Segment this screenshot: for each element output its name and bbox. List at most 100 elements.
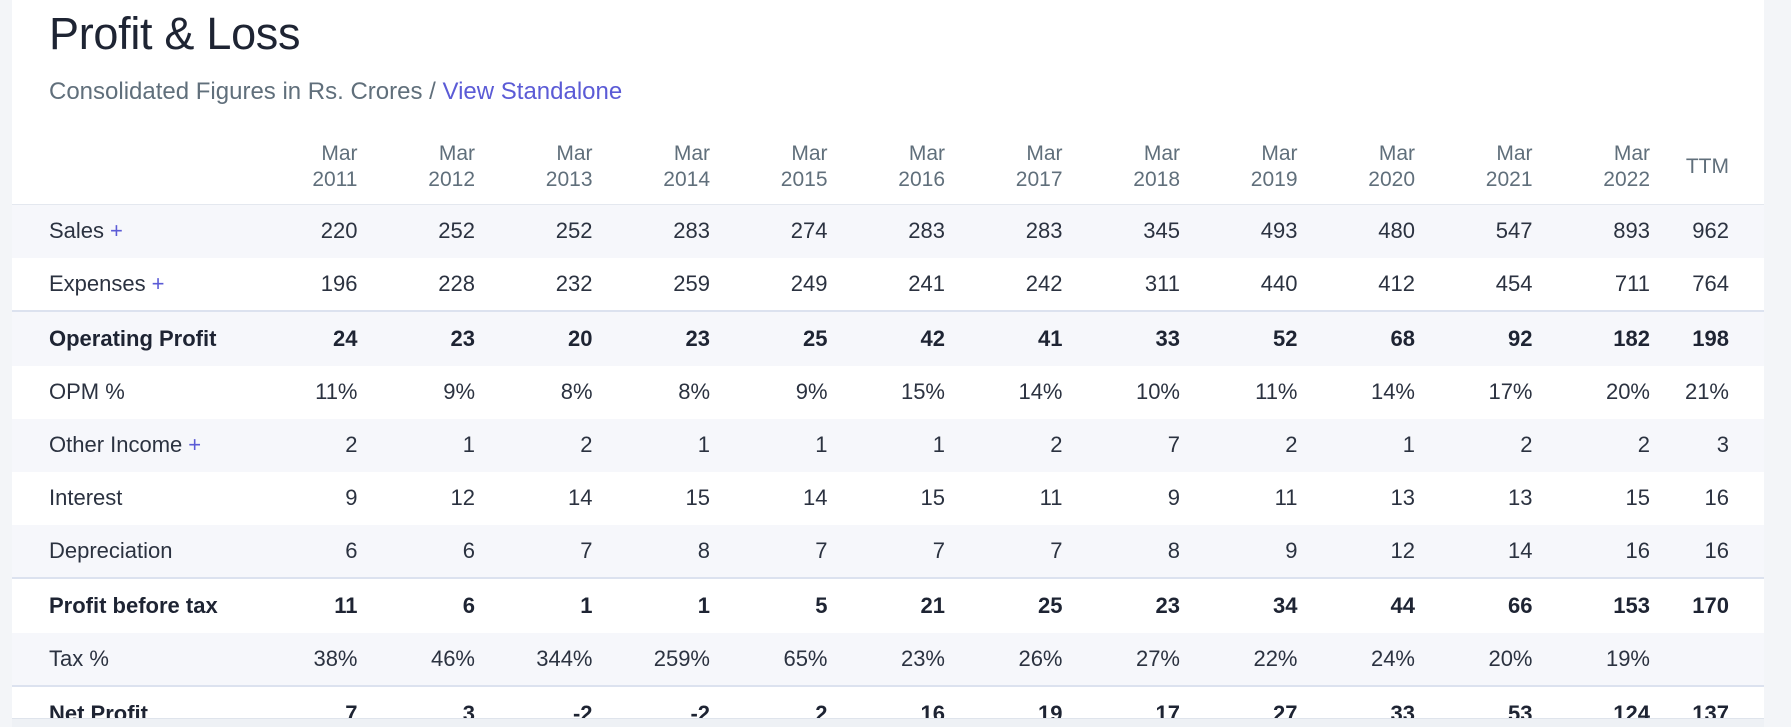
table-cell: 198 (1662, 309, 1764, 366)
table-cell: 242 (1025, 270, 1063, 296)
table-cell: 454 (1495, 270, 1533, 296)
row-label: Depreciation (12, 525, 252, 578)
table-cell: 41 (957, 309, 1075, 366)
column-header: Mar 2018 (1074, 130, 1192, 205)
table-cell: 14 (803, 485, 828, 510)
table-cell: 2 (345, 432, 358, 457)
table-cell: 11% (1255, 379, 1298, 404)
table-cell: 249 (790, 270, 828, 296)
column-header: Mar 2017 (957, 130, 1075, 205)
table-cell: 24% (1370, 645, 1415, 671)
table-row[interactable]: Other Income +2 1 2 1 1 1 2 7 2 1 2 2 3 (12, 418, 1764, 472)
column-year: 2022 (1603, 168, 1650, 191)
table-cell: 893 (1613, 218, 1650, 244)
page-title: Profit & Loss (49, 8, 301, 59)
table-cell: 274 (790, 218, 828, 244)
row-label-text: Interest (49, 485, 123, 510)
table-cell: 311 (1144, 270, 1180, 296)
table-cell: 7 (580, 537, 593, 563)
column-month: Mar (556, 142, 593, 165)
column-header: Mar 2015 (722, 130, 840, 205)
table-cell: 344% (536, 645, 593, 671)
column-header: Mar 2019 (1192, 130, 1310, 205)
row-label[interactable]: Other Income + (12, 419, 252, 472)
row-label[interactable]: Sales + (12, 205, 252, 258)
table-cell: 1 (604, 576, 722, 633)
table-cell: 283 (1025, 218, 1063, 244)
column-month: Mar (908, 142, 945, 165)
bottom-edge (12, 718, 1764, 727)
column-year: 2019 (1250, 168, 1298, 191)
column-year: 2021 (1485, 168, 1533, 191)
table-cell: 12 (450, 485, 475, 510)
table-row[interactable]: Sales +220 252 252 283 274 283 283 345 493 480 547 8… (12, 204, 1764, 258)
expand-plus-button[interactable]: + (151, 270, 165, 296)
column-header: Mar 2011 (252, 130, 370, 205)
table-cell: 14% (1370, 379, 1415, 404)
table-cell: 27% (1135, 645, 1180, 671)
table-cell: 1 (697, 432, 710, 457)
table-cell: 1 (462, 432, 475, 457)
expand-plus-button[interactable]: + (110, 218, 123, 244)
column-header: Mar 2016 (839, 130, 957, 205)
row-label-text: Depreciation (49, 537, 173, 563)
table-cell: 345 (1143, 218, 1180, 244)
table-cell: 23% (900, 645, 945, 671)
expand-plus-button[interactable]: + (188, 432, 202, 457)
table-cell: 23 (604, 309, 722, 366)
column-year: 2015 (780, 168, 828, 191)
column-year: 2013 (545, 168, 593, 191)
column-month: Mar (1143, 142, 1180, 165)
profit-loss-table: Mar 2011 Mar 2012 Mar 2013 Mar 2014 Mar 2015 Mar 20… (12, 130, 1764, 727)
column-month: Mar (1261, 142, 1298, 165)
view-standalone-link[interactable]: View Standalone (442, 78, 623, 105)
table-cell: 16 (1704, 537, 1729, 563)
table-cell: 14 (1508, 537, 1533, 563)
table-cell: 19% (1605, 645, 1650, 671)
subtitle: Consolidated Figures in Rs. Crores / Vie… (49, 78, 622, 106)
table-cell: 26% (1018, 645, 1063, 671)
table-cell: 3 (1716, 432, 1729, 457)
table-cell: 92 (1427, 309, 1545, 366)
table-cell: 2 (1050, 432, 1063, 457)
header-label-cell (12, 130, 252, 205)
table-cell: 33 (1074, 309, 1192, 366)
row-label-text: OPM % (49, 379, 125, 404)
table-cell: 9% (795, 379, 828, 404)
table-cell: 1 (932, 432, 945, 457)
table-cell: 9% (443, 379, 475, 404)
table-cell: 480 (1378, 218, 1415, 244)
table-cell: 25 (722, 309, 840, 366)
table-cell: 15 (1625, 485, 1650, 510)
column-header-ttm: TTM (1662, 130, 1764, 205)
table-cell: 8 (1167, 537, 1180, 563)
table-cell: 8% (678, 379, 710, 404)
table-cell: 8 (697, 537, 710, 563)
table-cell: 493 (1260, 218, 1298, 244)
table-cell: 241 (908, 270, 945, 296)
column-header: Mar 2022 (1544, 130, 1662, 205)
table-cell: 440 (1260, 270, 1298, 296)
table-cell: 16 (1704, 485, 1729, 510)
column-month: Mar (438, 142, 475, 165)
column-year: 2016 (898, 168, 945, 191)
table-cell: 2 (580, 432, 593, 457)
column-year: 2014 (663, 168, 710, 191)
table-cell: 14% (1018, 379, 1063, 404)
table-cell: 170 (1662, 576, 1764, 633)
table-cell: 5 (722, 576, 840, 633)
table-cell: 25 (957, 576, 1075, 633)
table-cell: 153 (1544, 576, 1662, 633)
table-cell: 66 (1427, 576, 1545, 633)
table-row: Profit before tax 11 6 1 1 5 21 25 23 34 44 66 153 17… (12, 576, 1764, 633)
table-cell: 13 (1508, 485, 1533, 510)
column-month: Mar (673, 142, 710, 165)
table-row: Tax % 38% 46% 344% 259% 65% 23% 26% 27% 22% 24% 20%… (12, 632, 1764, 686)
table-cell: 14 (568, 485, 593, 510)
table-cell: 2 (1285, 432, 1298, 457)
table-row[interactable]: Expenses +196 228 232 259 249 241 242 311 440 412 4… (12, 258, 1764, 311)
column-month: Mar (1378, 142, 1415, 165)
column-month: Mar (1613, 142, 1650, 165)
row-label[interactable]: Expenses + (12, 258, 252, 311)
table-header: Mar 2011 Mar 2012 Mar 2013 Mar 2014 Mar 2015 Mar 20… (12, 130, 1764, 205)
